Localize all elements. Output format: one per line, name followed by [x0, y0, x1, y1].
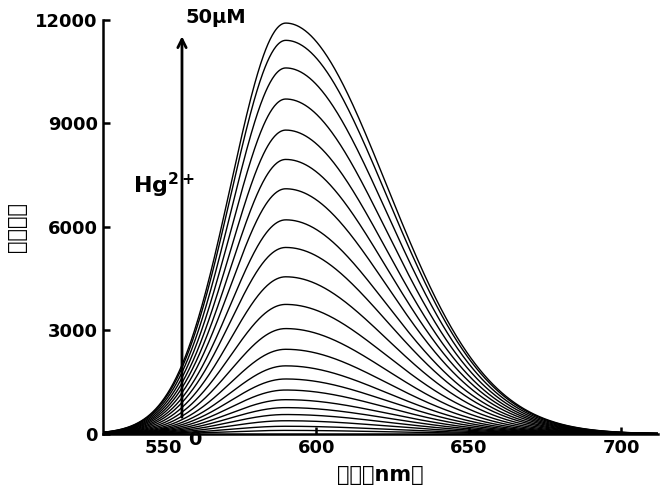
Text: 50μM: 50μM: [185, 7, 245, 27]
Text: 0: 0: [188, 430, 201, 449]
X-axis label: 波长（nm）: 波长（nm）: [337, 465, 424, 485]
Y-axis label: 荧光强度: 荧光强度: [7, 202, 27, 252]
Text: $\mathbf{Hg^{2+}}$: $\mathbf{Hg^{2+}}$: [133, 171, 195, 200]
